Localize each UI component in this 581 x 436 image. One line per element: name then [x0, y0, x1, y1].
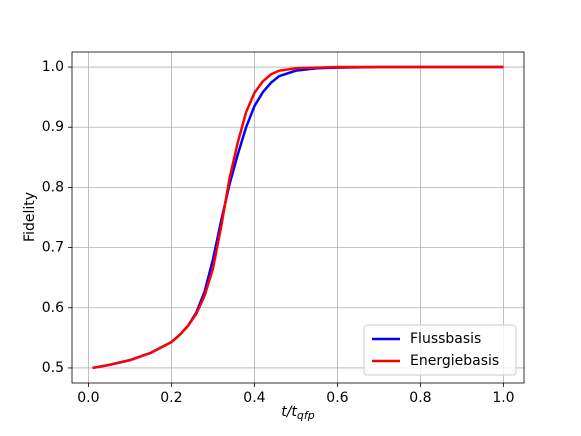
legend: Flussbasis Energiebasis — [363, 324, 517, 376]
x-tick-label: 1.0 — [492, 390, 514, 406]
legend-label: Energiebasis — [410, 353, 499, 369]
y-tick-label: 0.6 — [42, 300, 64, 316]
y-tick-label: 0.5 — [42, 360, 64, 376]
x-axis-label: t/tqfp — [281, 404, 315, 422]
y-tick-label: 0.9 — [42, 119, 64, 135]
y-tick-label: 1.0 — [42, 59, 64, 75]
x-label-sub: qfp — [297, 409, 315, 422]
x-tick-label: 0.6 — [326, 390, 348, 406]
y-axis-label: Fidelity — [22, 192, 38, 242]
x-tick-label: 0.4 — [243, 390, 265, 406]
x-tick-label: 0.8 — [409, 390, 431, 406]
legend-box — [363, 324, 517, 376]
x-tick-label: 0.2 — [160, 390, 182, 406]
y-tick-label: 0.7 — [42, 240, 64, 256]
x-tick-label: 0.0 — [77, 390, 99, 406]
line — [92, 65, 504, 370]
plot-frame — [71, 51, 525, 384]
line — [92, 65, 504, 370]
legend-label: Flussbasis — [410, 331, 481, 347]
x-label-main: t/t — [281, 404, 297, 420]
y-tick-label: 0.8 — [42, 179, 64, 195]
